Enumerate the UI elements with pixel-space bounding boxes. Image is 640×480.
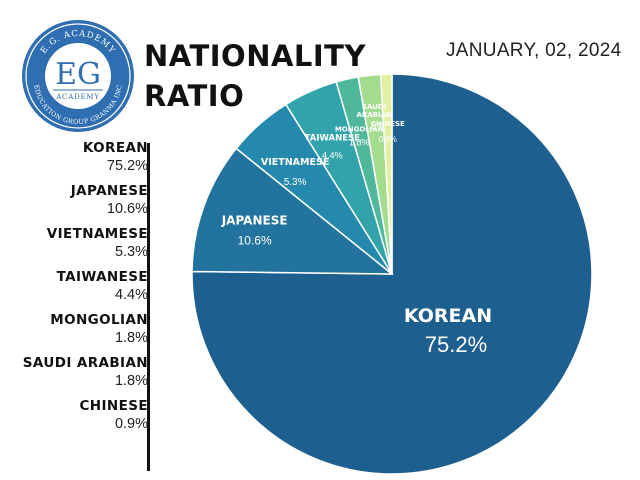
legend-divider <box>147 143 150 471</box>
legend-label: VIETNAMESE <box>46 226 148 242</box>
slice-value: 4.4% <box>322 151 343 161</box>
legend-value: 0.9% <box>114 416 148 432</box>
legend-item: KOREAN 75.2% <box>23 140 148 175</box>
legend-label: MONGOLIAN <box>50 312 148 328</box>
slice-value: 75.2% <box>425 332 487 357</box>
logo-middle-text: ACADEMY <box>55 93 100 101</box>
slice-label: SAUDI <box>362 103 386 111</box>
slice-label: TAIWANESE <box>305 134 360 144</box>
slice-value: 10.6% <box>238 234 272 248</box>
legend-item: JAPANESE 10.6% <box>23 183 148 218</box>
slice-label: ARABIAN <box>356 111 392 119</box>
legend-item: TAIWANESE 4.4% <box>23 269 148 304</box>
legend-item: CHINESE 0.9% <box>23 398 149 433</box>
slice-value: 5.3% <box>284 177 307 188</box>
title-line-1: NATIONALITY <box>144 39 366 73</box>
title-line-2: RATIO <box>144 79 245 113</box>
legend: KOREAN 75.2% JAPANESE 10.6% VIETNAMESE 5.3% TA… <box>23 140 148 441</box>
pie-slice-chinese <box>379 73 393 275</box>
legend-value: 75.2% <box>106 158 148 174</box>
legend-label: SAUDI ARABIAN <box>22 355 148 371</box>
legend-value: 4.4% <box>114 287 148 303</box>
legend-value: 1.8% <box>114 330 148 346</box>
report-date: JANUARY, 02, 2024 <box>446 40 622 61</box>
legend-label: JAPANESE <box>70 183 148 199</box>
slice-value: 0.9% <box>379 135 397 144</box>
eg-academy-logo: E.G. ACADEMY EDUCATION GROUP GRANMA INC … <box>22 20 134 132</box>
slice-value: 1.8% <box>349 138 370 148</box>
pie-slice-japanese <box>191 147 395 275</box>
legend-label: KOREAN <box>82 140 148 156</box>
legend-label: CHINESE <box>79 398 148 414</box>
legend-value: 5.3% <box>114 244 148 260</box>
slice-value: 1.8% <box>364 121 385 131</box>
slice-label: KOREAN <box>404 305 492 327</box>
slice-label: CHINESE <box>371 120 405 128</box>
slice-label: MONGOLIAN <box>335 126 384 134</box>
legend-value: 10.6% <box>106 201 148 217</box>
page-title: NATIONALITY RATIO <box>144 36 366 116</box>
slice-label: JAPANESE <box>221 214 288 228</box>
logo-initials: EG <box>55 57 101 92</box>
legend-item: VIETNAMESE 5.3% <box>23 226 148 261</box>
legend-item: SAUDI ARABIAN 1.8% <box>23 355 148 390</box>
legend-label: TAIWANESE <box>56 269 148 285</box>
slice-label: VIETNAMESE <box>261 157 329 168</box>
legend-value: 1.8% <box>114 373 148 389</box>
legend-item: MONGOLIAN 1.8% <box>23 312 148 347</box>
